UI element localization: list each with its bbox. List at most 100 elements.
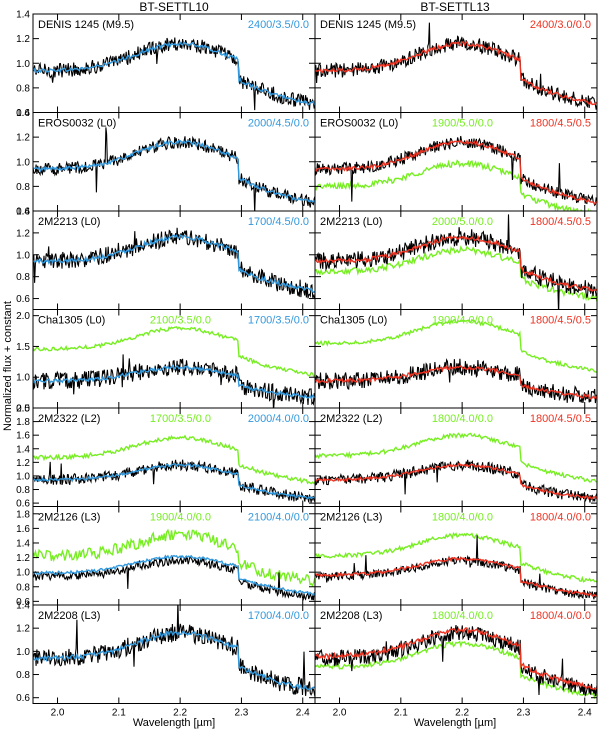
x-axis-label-left: Wavelength [µm] (133, 717, 215, 729)
x-tick-label: 2.2 (455, 708, 469, 719)
spectra-traces (33, 528, 315, 601)
model-label-red: 2400/3.0/0.0 (530, 19, 591, 31)
model-label-red: 1800/4.5/0.5 (530, 413, 591, 425)
model-label-green: 1900/4.0/0.0 (432, 315, 493, 327)
y-tick-label: 1.0 (16, 250, 30, 261)
spectra-traces (33, 434, 315, 503)
x-tick-label: 2.1 (394, 708, 408, 719)
panel-bt-settl13-cha1305: Cha1305 (L0) 1800/4.5/0.5 1900/4.0/0.0 (314, 309, 598, 409)
y-tick-label: 1.0 (16, 647, 30, 658)
spectra-traces (315, 318, 597, 404)
series-red-model (315, 41, 597, 106)
model-label-green: 1800/4.0/0.0 (432, 610, 493, 622)
series-green-model (33, 528, 315, 588)
panel-bt-settl10-2m2213: 0.6 0.8 1.0 1.2 1.4 2M2213 (L0) 1700/4.5/0.0 (16, 207, 316, 310)
panel-bt-settl10-denis-1245: 0.6 0.8 1.0 1.2 1.4 DENIS 1245 (M9.5) 2400/3.5… (16, 10, 316, 119)
model-label-blue: 1700/4.0/0.0 (248, 610, 309, 622)
model-label-blue: 2100/4.0/0.0 (248, 512, 309, 524)
y-tick-label: 1.0 (16, 157, 30, 168)
series-black-observed (33, 227, 315, 299)
model-label-blue: 2000/4.5/0.0 (248, 118, 309, 130)
series-black-observed (315, 135, 597, 207)
y-tick-label: 0.8 (16, 83, 30, 94)
y-tick-label: 1.4 (16, 207, 30, 218)
object-label: 2M2213 (L0) (38, 216, 100, 228)
model-label-green: 2000/5.0/0.0 (432, 216, 493, 228)
x-tick-label: 2.4 (296, 708, 310, 719)
series-green-model (315, 432, 597, 483)
x-tick-label: 2.0 (333, 708, 347, 719)
y-tick-label: 1.5 (16, 342, 30, 353)
panel-bt-settl13-2m2208: 2.0 2.1 2.2 2.3 2.4 2M2208 (L3) 1800/4.0/0.0 18… (314, 604, 598, 719)
spectra-traces (315, 432, 597, 503)
series-black-observed (33, 354, 315, 408)
y-tick-label: 1.2 (16, 228, 30, 239)
model-label-green: 1800/4.0/0.0 (432, 413, 493, 425)
y-tick-label: 1.2 (16, 624, 30, 635)
series-blue-model (33, 554, 315, 596)
model-label-red: 1800/4.5/0.5 (530, 315, 591, 327)
series-green-model (315, 640, 597, 700)
x-tick-label: 2.0 (51, 708, 65, 719)
y-tick-label: 0.6 (16, 693, 30, 704)
panel-bt-settl13-2m2213: 2M2213 (L0) 1800/4.5/0.5 2000/5.0/0.0 (314, 210, 598, 310)
series-black-observed (315, 459, 597, 503)
panel-bt-settl10-eros0032: 0.6 0.8 1.0 1.2 1.4 EROS0032 (L0) 2000/4.5/0.0 (16, 108, 316, 218)
spectra-traces (315, 135, 597, 211)
series-blue-model (33, 41, 315, 106)
x-tick-label: 2.3 (234, 708, 248, 719)
object-label: EROS0032 (L0) (320, 118, 398, 130)
y-tick-label: 1.2 (16, 133, 30, 144)
y-tick-label: 2.0 (16, 404, 30, 415)
model-label-red: 1800/4.0/0.0 (530, 512, 591, 524)
y-tick-label: 1.0 (16, 373, 30, 384)
y-tick-label: 1.0 (16, 568, 30, 579)
panel-bt-settl10-2m2126: 0.6 0.8 1.0 1.2 1.4 1.6 1.8 2M2126 (L3) 2100/4.0… (16, 506, 316, 608)
y-tick-label: 1.8 (16, 509, 30, 520)
y-tick-label: 1.4 (16, 601, 30, 612)
model-label-green: 1800/4.0/0.0 (432, 512, 493, 524)
panel-bt-settl13-2m2322: 2M2322 (L2) 1800/4.5/0.5 1800/4.0/0.0 (314, 407, 598, 507)
x-tick-label: 2.2 (173, 708, 187, 719)
panel-bt-settl10-2m2322: 0.6 0.8 1.0 1.2 1.4 1.6 1.8 2.0 2M2322 (L2) 2000/… (16, 404, 316, 510)
panel-bt-settl10-cha1305: 0.5 1.0 1.5 2.0 Cha1305 (L0) 1700/3.5/0.0 2100… (16, 309, 316, 415)
series-green-model (33, 434, 315, 485)
object-label: 2M2213 (L0) (320, 216, 382, 228)
model-label-red: 1800/4.5/0.5 (530, 216, 591, 228)
series-blue-model (33, 234, 315, 294)
series-black-observed (315, 214, 597, 310)
y-tick-label: 1.8 (16, 417, 30, 428)
series-green-model (315, 245, 597, 302)
model-label-green: 1900/5.0/0.0 (432, 118, 493, 130)
series-red-model (315, 139, 597, 205)
y-tick-label: 1.4 (16, 10, 30, 21)
y-tick-label: 1.6 (16, 524, 30, 535)
series-green-model (315, 531, 597, 583)
model-label-green: 1900/4.0/0.0 (150, 512, 211, 524)
series-red-model (315, 556, 597, 598)
series-black-observed (315, 535, 597, 600)
object-label: 2M2126 (L3) (320, 512, 382, 524)
y-tick-label: 1.0 (16, 471, 30, 482)
series-green-model (33, 326, 315, 379)
y-tick-label: 0.8 (16, 670, 30, 681)
spectra-traces (315, 22, 597, 110)
model-label-blue: 2000/4.0/0.0 (248, 413, 309, 425)
spectra-traces (315, 214, 597, 310)
model-label-blue: 1700/4.5/0.0 (248, 216, 309, 228)
model-label-blue: 1700/3.5/0.0 (248, 315, 309, 327)
series-blue-model (33, 364, 315, 401)
series-blue-model (33, 463, 315, 501)
series-red-model (315, 463, 597, 500)
series-black-observed (33, 37, 315, 111)
y-tick-label: 1.2 (16, 34, 30, 45)
spectra-traces (315, 531, 597, 600)
x-axis-label-right: Wavelength [µm] (414, 717, 496, 729)
y-tick-label: 0.8 (16, 582, 30, 593)
y-tick-label: 1.4 (16, 108, 30, 119)
object-label: 2M2208 (L3) (38, 610, 100, 622)
series-green-model (315, 318, 597, 373)
series-black-observed (33, 459, 315, 503)
column-title-bt-settl10: BT-SETTL10 (139, 0, 209, 14)
series-blue-model (33, 630, 315, 691)
